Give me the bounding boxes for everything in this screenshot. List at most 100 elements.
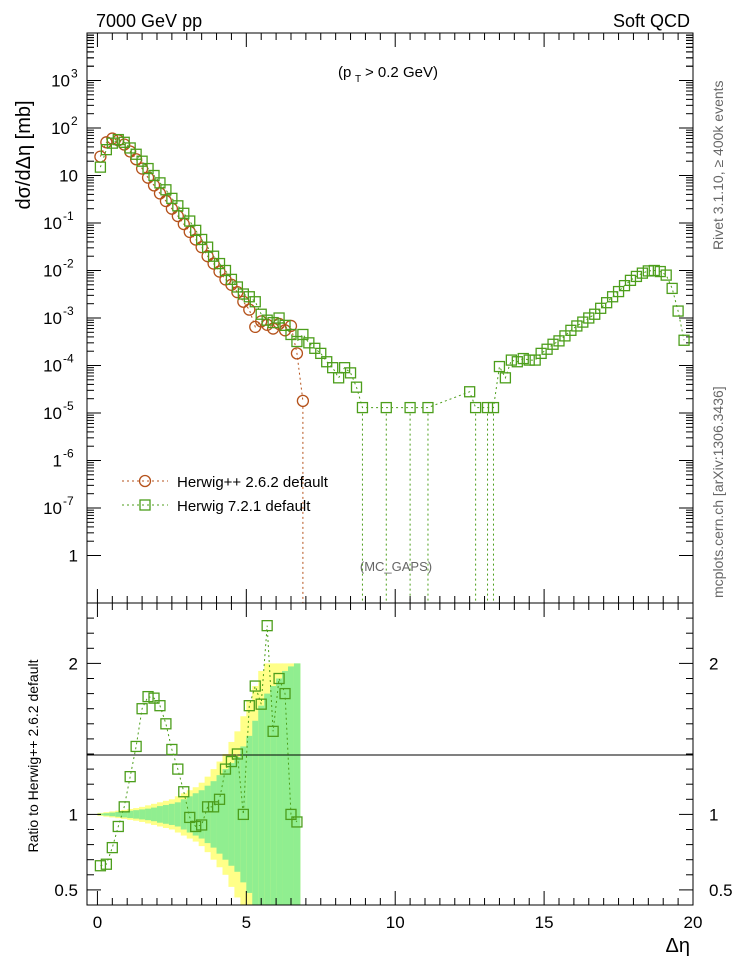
ratio-band-green <box>121 811 128 818</box>
data-point-herwig7 <box>589 308 601 320</box>
data-point-herwig7 <box>571 320 583 332</box>
legend-marker-herwig-pp <box>138 474 152 488</box>
main-y-tick-label: 10 <box>43 309 62 328</box>
data-point-herwig7 <box>166 192 178 205</box>
ratio-bands <box>97 663 301 905</box>
x-tick-label: 0 <box>93 913 102 932</box>
ratio-band-green <box>288 666 295 905</box>
data-point-herwig7 <box>112 133 124 146</box>
ratio-point-herwig7 <box>100 858 113 870</box>
ratio-y-tick-label-right: 0.5 <box>709 881 733 900</box>
data-point-herwig7 <box>511 356 523 368</box>
ratio-point-herwig7 <box>148 692 160 704</box>
data-point-herwig7 <box>678 334 690 346</box>
data-point-herwig7 <box>487 401 500 414</box>
data-point-herwig7 <box>327 362 339 374</box>
main-y-tick-label: 10 <box>59 167 78 186</box>
main-y-tick-exponent: -6 <box>63 447 74 461</box>
ratio-band-green <box>133 810 140 819</box>
ratio-point-herwig7 <box>112 820 124 833</box>
data-point-herwig7 <box>404 401 416 414</box>
data-point-herwig7 <box>583 312 595 324</box>
data-point-herwig7 <box>332 372 345 384</box>
ratio-point-herwig7 <box>106 841 118 854</box>
ratio-band-green <box>264 693 271 905</box>
data-point-herwig7 <box>237 288 249 300</box>
ratio-point-herwig7 <box>261 620 273 632</box>
data-point-herwig7 <box>612 285 625 298</box>
ratio-point-herwig7 <box>94 860 107 872</box>
ratio-point-herwig7 <box>243 700 255 712</box>
ratio-band-green <box>180 799 188 830</box>
data-point-herwig-pp <box>213 265 226 278</box>
ratio-point-herwig7 <box>291 816 303 828</box>
data-point-herwig7 <box>350 381 363 393</box>
data-point-herwig7 <box>219 264 232 277</box>
ratio-point-herwig7 <box>249 680 261 692</box>
main-y-tick-exponent: -3 <box>63 304 74 318</box>
data-point-herwig7 <box>195 233 208 246</box>
data-point-herwig7 <box>94 161 107 173</box>
ratio-band-green <box>216 775 223 854</box>
ratio-band-green <box>151 807 158 822</box>
data-point-herwig7 <box>523 354 535 366</box>
ratio-band-green <box>282 670 289 905</box>
data-point-herwig7 <box>535 347 547 360</box>
data-point-herwig7 <box>273 312 285 324</box>
data-point-herwig7 <box>469 401 482 414</box>
main-y-tick-label: 10 <box>51 72 70 91</box>
main-y-tick-label: 10 <box>43 404 62 423</box>
ratio-band-green <box>276 678 283 905</box>
ratio-point-herwig7 <box>154 700 166 712</box>
ratio-point-herwig7 <box>136 703 148 715</box>
data-point-herwig-pp <box>207 257 220 270</box>
main-y-tick-label: 10 <box>51 119 70 138</box>
ratio-band-green <box>204 785 212 844</box>
data-point-herwig7 <box>666 282 678 295</box>
data-point-herwig7 <box>630 270 643 283</box>
ratio-band-green <box>127 810 134 819</box>
data-point-herwig7 <box>160 184 172 196</box>
ratio-y-axis-label: Ratio to Herwig++ 2.6.2 default <box>25 659 41 852</box>
legend-marker-herwig7 <box>139 499 151 511</box>
series-line-herwig7 <box>99 139 685 409</box>
data-point-herwig7 <box>213 257 226 270</box>
ratio-band-green <box>270 686 277 905</box>
series-line-herwig-pp <box>99 137 304 401</box>
ratio-point-herwig7 <box>124 771 136 783</box>
ratio-point-herwig7 <box>285 808 297 821</box>
ratio-band-green <box>174 802 182 827</box>
ratio-band-green <box>228 763 235 866</box>
ratio-band-green <box>168 803 176 825</box>
x-tick-label: 20 <box>684 913 703 932</box>
svg-text:(p: (p <box>338 64 351 81</box>
data-point-herwig7 <box>190 224 202 237</box>
data-point-herwig-pp <box>255 315 268 328</box>
ratio-point-herwig7 <box>213 793 226 805</box>
main-y-tick-exponent: -1 <box>63 209 74 223</box>
ratio-point-herwig7 <box>267 725 279 737</box>
legend-label-herwig7: Herwig 7.2.1 default <box>177 498 311 515</box>
data-point-herwig7 <box>285 328 297 341</box>
data-point-herwig7 <box>279 319 291 332</box>
ratio-plot-frame <box>86 602 694 906</box>
ratio-panel: 0.5 0.5 1 1 2 2 Ratio to Herwig++ 2.6.2 defau… <box>25 602 733 906</box>
ratio-band-green <box>162 805 170 824</box>
data-point-herwig7 <box>499 372 512 384</box>
legend: Herwig++ 2.6.2 default Herwig 7.2.1 defa… <box>122 474 329 515</box>
data-point-herwig7 <box>517 352 529 365</box>
main-y-tick-exponent: 2 <box>71 114 78 128</box>
data-point-herwig7 <box>321 356 333 368</box>
data-point-herwig7 <box>130 148 142 160</box>
data-point-herwig7 <box>154 177 166 189</box>
legend-label-herwig-pp: Herwig++ 2.6.2 default <box>177 474 329 491</box>
ratio-band-green <box>198 790 206 839</box>
ratio-point-herwig7 <box>237 808 249 821</box>
data-point-herwig7 <box>249 296 261 308</box>
main-y-tick-exponent: 3 <box>71 67 78 81</box>
data-point-herwig-pp <box>141 171 155 184</box>
x-tick-label: 15 <box>535 913 554 932</box>
